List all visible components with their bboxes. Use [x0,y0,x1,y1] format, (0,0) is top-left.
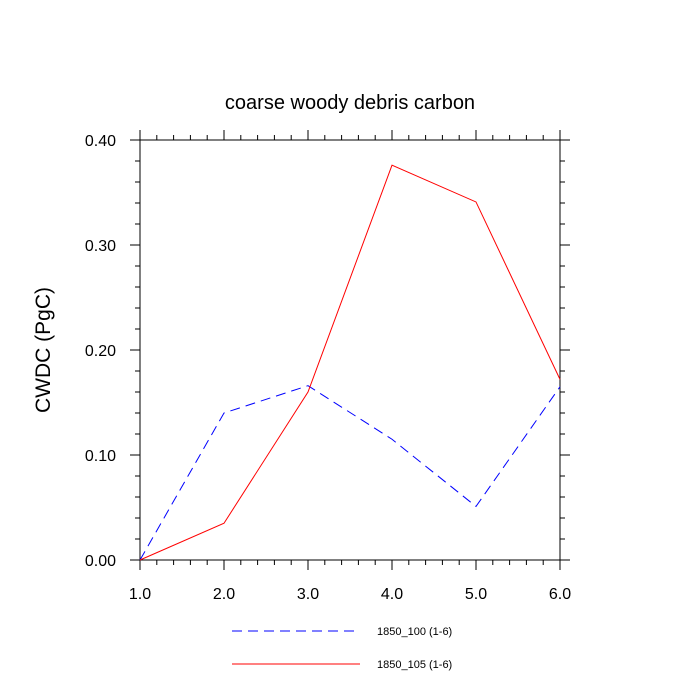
y-tick-labels: 0.00 0.10 0.20 0.30 0.40 [85,133,116,570]
series-lines [139,164,561,561]
chart-title: coarse woody debris carbon [225,92,475,114]
x-tick-label: 1.0 [129,586,151,603]
legend-label-1: 1850_100 (1-6) [377,626,452,638]
series-line-2 [139,164,561,561]
y-tick-label: 0.10 [85,448,116,465]
x-tick-label: 6.0 [549,586,571,603]
axis-ticks [130,130,570,570]
x-tick-label: 2.0 [213,586,235,603]
series-line-1 [139,385,561,561]
y-tick-label: 0.00 [85,553,116,570]
y-axis-label: CWDC (PgC) [32,287,55,413]
legend: 1850_100 (1-6) 1850_105 (1-6) [232,626,452,671]
x-tick-label: 4.0 [381,586,403,603]
y-tick-label: 0.40 [85,133,116,150]
y-tick-label: 0.20 [85,343,116,360]
legend-label-2: 1850_105 (1-6) [377,659,452,671]
x-tick-label: 5.0 [465,586,487,603]
plot-frame [139,139,561,561]
y-tick-label: 0.30 [85,238,116,255]
x-tick-label: 3.0 [297,586,319,603]
x-tick-labels: 1.0 2.0 3.0 4.0 5.0 6.0 [129,586,571,603]
